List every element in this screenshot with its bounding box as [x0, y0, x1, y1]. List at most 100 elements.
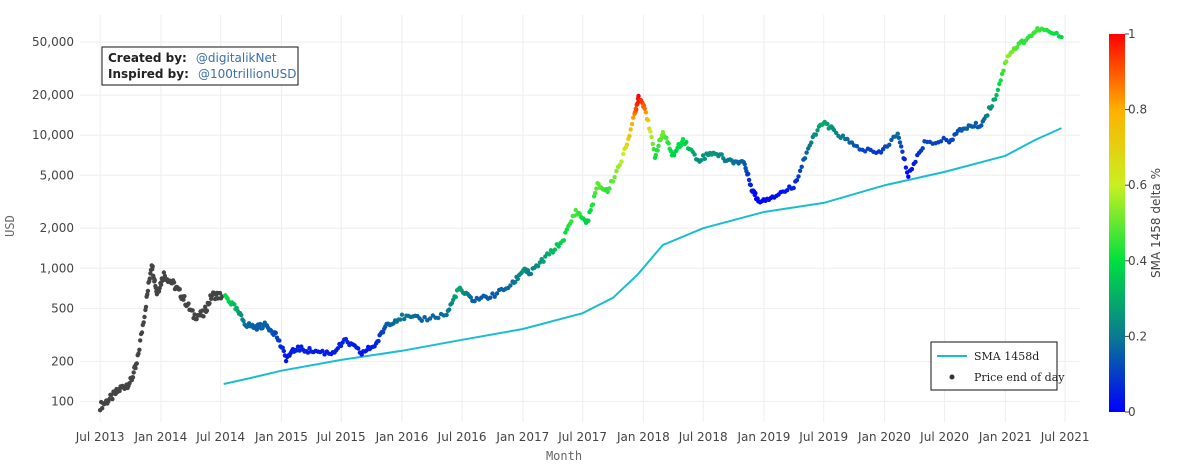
- price-point: [1059, 34, 1064, 40]
- price-point: [273, 330, 278, 336]
- price-point: [283, 358, 289, 364]
- price-point: [950, 137, 955, 142]
- svg-text:Created by: @digitalik: Created by: @digitalikNet: [108, 47, 277, 66]
- x-tick-label: Jan 2015: [254, 430, 308, 444]
- price-point: [320, 348, 325, 354]
- price-point: [845, 136, 850, 142]
- price-point: [643, 110, 649, 115]
- price-point: [468, 295, 473, 300]
- price-point: [748, 182, 753, 188]
- price-point: [569, 219, 574, 224]
- tick-layer: Jul 2013 Jan 2014 Jul 2014 Jan 2015 Jul 2015…: [32, 35, 1090, 444]
- price-point: [994, 93, 999, 98]
- price-point: [658, 136, 664, 141]
- price-point: [239, 312, 244, 318]
- x-tick-label: Jan 2017: [495, 430, 549, 444]
- price-point: [664, 135, 669, 140]
- credits-box: Created by: @digitalikNet Inspired by: @…: [101, 46, 299, 86]
- price-point-no-sma: [217, 290, 223, 296]
- price-point: [376, 338, 381, 344]
- price-point: [297, 348, 302, 353]
- price-point: [307, 346, 312, 351]
- price-point: [258, 321, 263, 327]
- price-point: [422, 315, 427, 320]
- legend-price-label: Price end of day: [974, 371, 1065, 384]
- price-point: [453, 294, 458, 300]
- price-point: [802, 156, 808, 161]
- price-point: [973, 120, 979, 126]
- price-point-no-sma: [143, 304, 149, 310]
- price-point: [998, 78, 1003, 83]
- price-point: [642, 106, 647, 111]
- price-point: [436, 315, 441, 321]
- price-point: [590, 202, 596, 207]
- price-point: [338, 343, 344, 349]
- price-point: [492, 294, 497, 299]
- price-point-no-sma: [139, 330, 145, 335]
- price-point: [900, 149, 905, 154]
- price-point: [573, 207, 578, 213]
- price-point-no-sma: [207, 301, 212, 306]
- price-point-no-sma: [201, 314, 206, 319]
- price-point: [628, 127, 633, 132]
- price-point: [746, 171, 751, 177]
- colorbar-tick-label: 1: [1128, 27, 1136, 41]
- price-point-no-sma: [142, 314, 147, 320]
- price-point: [631, 115, 636, 120]
- price-point-no-sma: [150, 264, 155, 269]
- price-point: [398, 317, 403, 322]
- grid-layer: [80, 15, 1080, 422]
- price-point-no-sma: [171, 280, 177, 285]
- price-point: [997, 81, 1002, 87]
- y-tick-label: 1,000: [40, 261, 74, 275]
- price-point: [537, 260, 543, 265]
- price-point: [528, 271, 534, 277]
- price-point: [700, 153, 706, 158]
- price-point: [594, 186, 599, 191]
- legend-price-marker: [949, 374, 955, 380]
- price-point: [971, 124, 977, 129]
- price-point: [508, 283, 513, 288]
- x-tick-label: Jul 2020: [919, 430, 969, 444]
- price-point: [878, 150, 884, 155]
- price-point: [546, 252, 552, 257]
- price-point: [535, 264, 541, 269]
- price-point-no-sma: [136, 351, 141, 356]
- x-tick-label: Jan 2021: [978, 430, 1032, 444]
- svg-text:Inspired by: @100trill: Inspired by: @100trillionUSD: [108, 63, 296, 82]
- price-point: [692, 152, 697, 157]
- price-point: [596, 181, 601, 187]
- price-point-no-sma: [182, 294, 187, 299]
- y-tick-label: 20,000: [32, 88, 74, 102]
- price-point: [896, 135, 902, 140]
- price-point: [577, 211, 582, 216]
- price-point: [627, 133, 632, 139]
- x-tick-label: Jan 2018: [616, 430, 670, 444]
- sma-layer: [223, 127, 1062, 385]
- credits-created-link[interactable]: @digitalikNet: [196, 51, 277, 65]
- price-point: [895, 131, 900, 136]
- legend-box: SMA 1458d Price end of day: [930, 341, 1065, 391]
- price-point-no-sma: [147, 276, 152, 281]
- price-point-no-sma: [134, 361, 139, 366]
- price-point-no-sma: [138, 338, 143, 343]
- price-point-no-sma: [186, 301, 191, 306]
- price-point: [586, 218, 591, 223]
- price-point: [419, 318, 424, 323]
- credits-inspired-link[interactable]: @100trillionUSD: [198, 67, 296, 81]
- price-point: [380, 330, 386, 335]
- price-point: [605, 189, 610, 195]
- price-point-no-sma: [131, 370, 136, 375]
- price-point-no-sma: [117, 388, 122, 394]
- price-point: [241, 318, 246, 323]
- price-point: [629, 121, 635, 127]
- price-point: [985, 113, 990, 118]
- x-tick-label: Jul 2019: [798, 430, 848, 444]
- price-point: [660, 130, 666, 135]
- price-point-no-sma: [161, 270, 167, 275]
- price-point: [232, 302, 237, 307]
- price-point-no-sma: [152, 278, 157, 283]
- colorbar-tick-label: 0.4: [1128, 254, 1147, 268]
